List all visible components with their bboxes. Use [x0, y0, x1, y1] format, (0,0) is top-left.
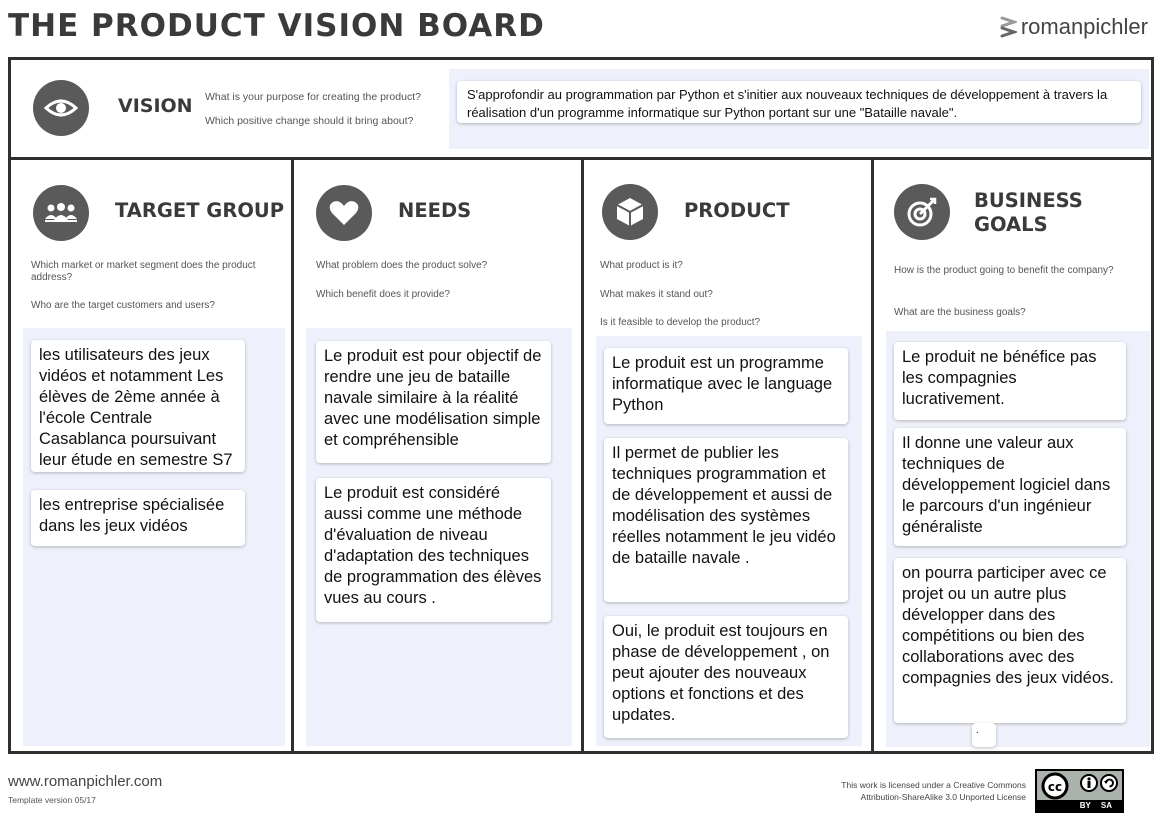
needs-notes-area: Le produit est pour objectif de rendre u… — [306, 328, 572, 746]
product-question-2: What makes it stand out? — [600, 289, 713, 300]
business-goals-notes-area: Le produit ne bénéfice pas les compagnie… — [886, 331, 1150, 747]
sticky-note[interactable]: Il permet de publier les techniques prog… — [604, 438, 848, 602]
vision-sticky-note[interactable]: S'approfondir au programmation par Pytho… — [457, 81, 1141, 123]
needs-section: NEEDS What problem does the product solv… — [291, 160, 581, 754]
vision-notes-area: S'approfondir au programmation par Pytho… — [449, 69, 1149, 149]
target-group-question-2: Who are the target customers and users? — [31, 300, 215, 311]
license-text: This work is licensed under a Creative C… — [841, 779, 1026, 803]
heart-icon — [316, 185, 372, 241]
target-icon — [894, 184, 950, 240]
creative-commons-badge[interactable]: cc BY SA — [1035, 769, 1124, 813]
footer-website-link[interactable]: www.romanpichler.com — [8, 773, 163, 790]
cc-bar: BY SA — [1037, 800, 1122, 811]
target-group-section: TARGET GROUP Which market or market segm… — [11, 160, 291, 754]
product-notes-area: Le produit est un programme informatique… — [596, 336, 862, 746]
business-goals-title: BUSINESS GOALS — [974, 189, 1083, 236]
sticky-note[interactable]: Le produit est considéré aussi comme une… — [316, 478, 551, 622]
brand-logo[interactable]: romanpichler — [999, 14, 1148, 40]
product-question-1: What product is it? — [600, 260, 683, 271]
page-title: THE PRODUCT VISION BOARD — [8, 8, 545, 44]
target-group-title: TARGET GROUP — [115, 199, 285, 222]
needs-title: NEEDS — [398, 199, 472, 222]
eye-icon — [33, 80, 89, 136]
sticky-note[interactable]: Le produit est pour objectif de rendre u… — [316, 341, 551, 463]
product-question-3: Is it feasible to develop the product? — [600, 317, 761, 328]
vision-title: VISION — [118, 95, 193, 117]
needs-question-1: What problem does the product solve? — [316, 260, 488, 271]
business-goals-question-2: What are the business goals? — [894, 307, 1026, 318]
license-line-1: This work is licensed under a Creative C… — [841, 780, 1026, 790]
sticky-note[interactable]: Oui, le produit est toujours en phase de… — [604, 616, 848, 738]
vision-question-1: What is your purpose for creating the pr… — [205, 91, 421, 103]
cc-by-sa-icon: cc — [1041, 772, 1118, 800]
target-group-notes-area: les utilisateurs des jeux vidéos et nota… — [23, 328, 285, 746]
sticky-note[interactable]: on pourra participer avec ce projet ou u… — [894, 558, 1126, 723]
needs-question-2: Which benefit does it provide? — [316, 289, 450, 300]
license-line-2[interactable]: Attribution-ShareAlike 3.0 Unported Lice… — [860, 792, 1026, 802]
target-group-question-1: Which market or market segment does the … — [31, 260, 256, 283]
product-title: PRODUCT — [684, 199, 790, 222]
vision-board: VISION What is your purpose for creating… — [8, 57, 1154, 754]
brand-name: romanpichler — [1020, 14, 1148, 39]
vision-section: VISION What is your purpose for creating… — [11, 60, 1151, 160]
business-goals-question-1: How is the product going to benefit the … — [894, 265, 1114, 276]
by-label: BY — [1079, 801, 1091, 810]
template-version: Template version 05/17 — [8, 795, 96, 805]
business-goals-section: BUSINESS GOALS How is the product going … — [871, 160, 1151, 754]
sticky-note[interactable]: Le produit est un programme informatique… — [604, 348, 848, 424]
cc-label: cc — [1048, 780, 1062, 794]
sticky-note[interactable]: Le produit ne bénéfice pas les compagnie… — [894, 342, 1126, 420]
sa-label: SA — [1100, 801, 1112, 810]
vision-question-2: Which positive change should it bring ab… — [205, 115, 414, 127]
romanpichler-logo-icon — [1000, 16, 1017, 38]
sticky-note[interactable]: Il donne une valeur aux techniques de dé… — [894, 428, 1126, 546]
cube-icon — [602, 184, 658, 240]
group-icon — [33, 185, 89, 241]
product-section: PRODUCT What product is it? What makes i… — [581, 160, 871, 754]
sticky-note[interactable]: les entreprise spécialisée dans les jeux… — [31, 490, 245, 546]
sticky-note[interactable]: . — [972, 723, 996, 747]
sticky-note[interactable]: les utilisateurs des jeux vidéos et nota… — [31, 340, 245, 472]
